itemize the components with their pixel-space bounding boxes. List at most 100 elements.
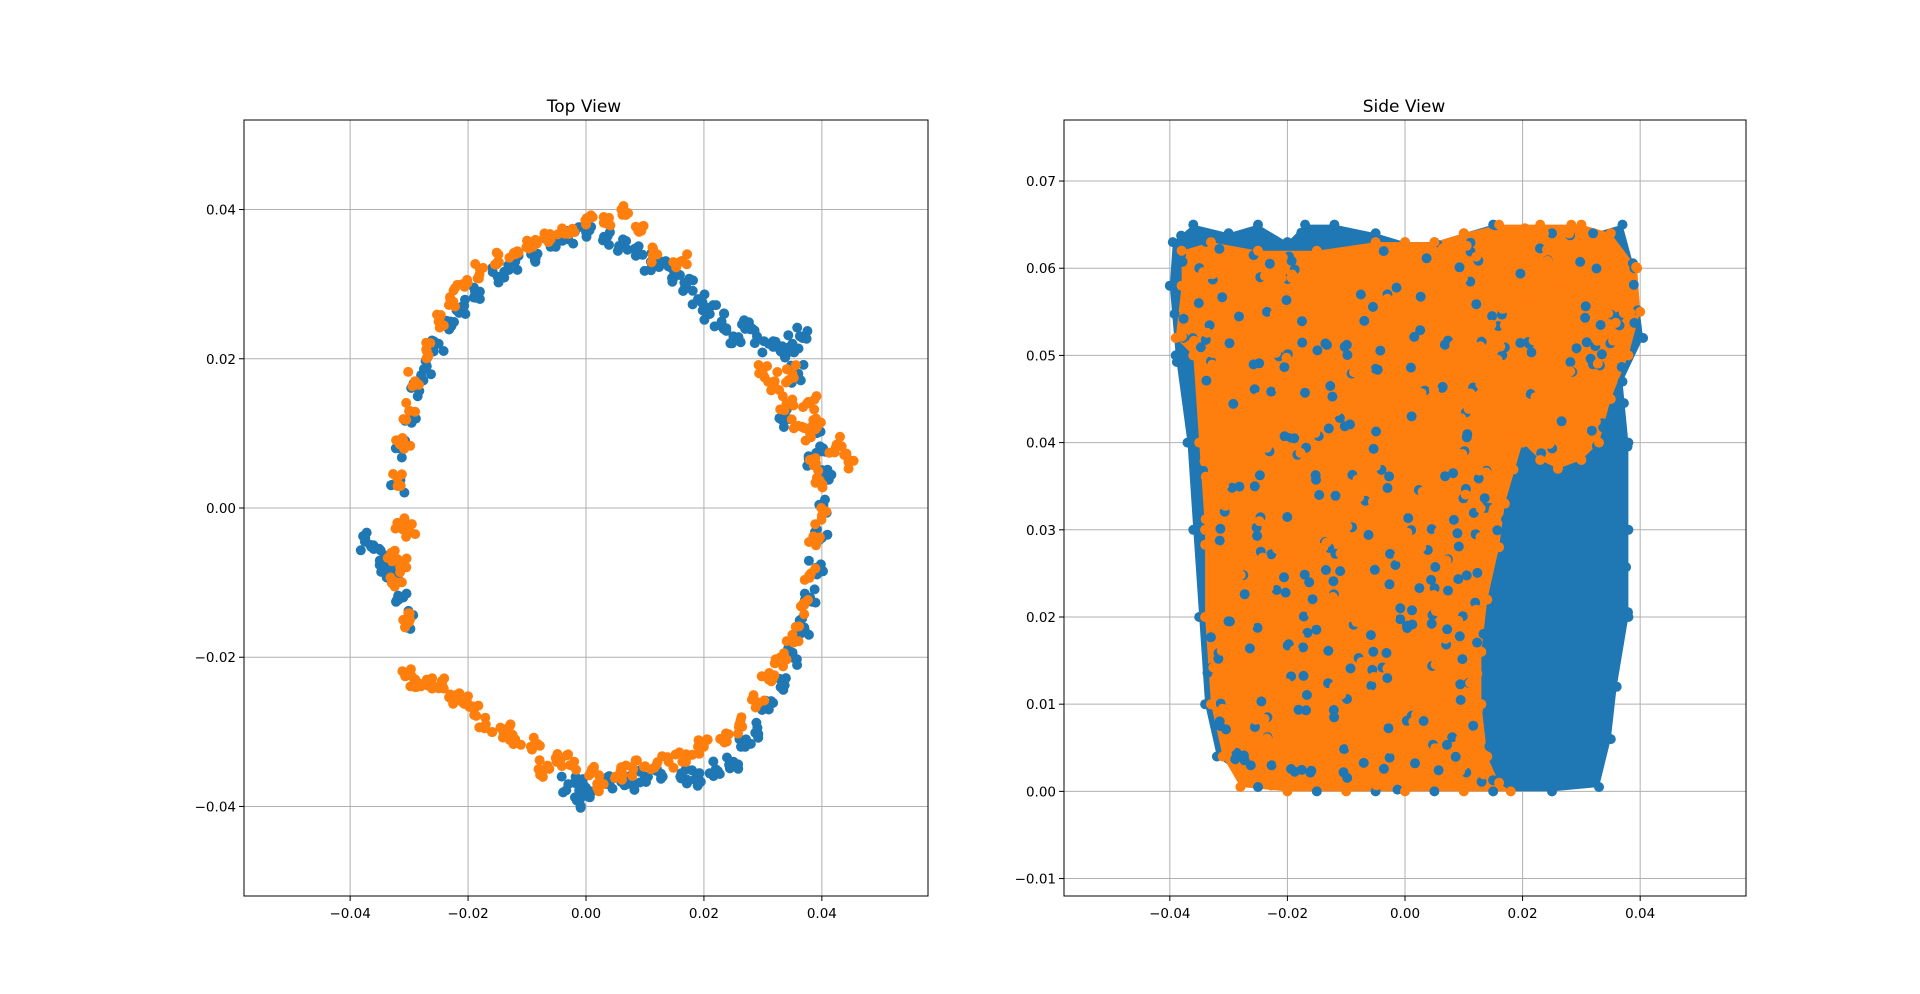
scatter-point	[1349, 367, 1359, 378]
scatter-point	[1194, 437, 1205, 448]
scatter-point	[1492, 354, 1503, 365]
scatter-point	[1261, 442, 1272, 453]
scatter-point	[1526, 347, 1537, 358]
scatter-point	[799, 422, 809, 433]
scatter-point	[687, 749, 698, 760]
scatter-point	[396, 577, 407, 588]
scatter-point	[1596, 349, 1607, 360]
scatter-point	[584, 770, 594, 781]
scatter-point	[1351, 586, 1362, 597]
scatter-point	[1221, 255, 1232, 266]
scatter-point	[508, 739, 519, 750]
scatter-point	[1215, 523, 1226, 534]
scatter-point	[656, 768, 666, 779]
scatter-point	[1430, 246, 1441, 257]
scatter-point	[366, 542, 377, 552]
scatter-point	[799, 574, 810, 585]
scatter-point	[1345, 612, 1356, 622]
scatter-point	[396, 469, 407, 480]
scatter-point	[1532, 300, 1543, 311]
scatter-point	[1492, 525, 1503, 536]
top-view-x-ticks: −0.04 −0.02 0.00 0.02 0.04	[329, 896, 837, 922]
scatter-point	[410, 406, 421, 417]
scatter-point	[1453, 615, 1464, 626]
scatter-point	[1449, 339, 1460, 350]
scatter-point	[1505, 426, 1515, 436]
x-tick-label: 0.00	[571, 906, 601, 922]
scatter-point	[1531, 326, 1542, 337]
scatter-point	[1535, 455, 1546, 465]
scatter-point	[1227, 482, 1237, 493]
scatter-point	[1210, 499, 1221, 510]
scatter-point	[1286, 764, 1297, 774]
scatter-point	[1475, 379, 1486, 390]
scatter-point	[799, 609, 810, 620]
scatter-point	[1292, 542, 1303, 553]
scatter-point	[1416, 388, 1427, 399]
scatter-point	[802, 326, 813, 336]
scatter-point	[1262, 733, 1273, 744]
scatter-point	[1404, 315, 1415, 326]
scatter-point	[1507, 545, 1518, 556]
scatter-point	[1176, 245, 1187, 256]
scatter-point	[697, 297, 708, 308]
scatter-point	[1201, 327, 1212, 338]
scatter-point	[1222, 669, 1233, 680]
scatter-point	[733, 763, 744, 774]
scatter-point	[1508, 464, 1519, 475]
scatter-point	[1571, 775, 1582, 786]
scatter-point	[421, 353, 432, 364]
scatter-point	[788, 637, 799, 648]
scatter-point	[783, 330, 794, 341]
scatter-point	[1531, 653, 1542, 664]
scatter-point	[1563, 289, 1573, 300]
scatter-point	[1170, 333, 1181, 343]
scatter-point	[1265, 468, 1276, 479]
scatter-point	[1320, 565, 1331, 575]
scatter-point	[746, 322, 756, 333]
top-view-points	[355, 201, 859, 813]
scatter-point	[1282, 237, 1293, 248]
scatter-point	[711, 300, 722, 311]
scatter-point	[1458, 228, 1469, 239]
scatter-point	[1586, 369, 1597, 380]
scatter-point	[1478, 628, 1489, 639]
scatter-point	[400, 622, 410, 633]
scatter-point	[808, 454, 819, 464]
scatter-point	[1364, 401, 1374, 412]
scatter-point	[1406, 411, 1417, 422]
series-2	[382, 201, 859, 797]
scatter-point	[1211, 419, 1222, 430]
side-view-x-ticks: −0.04 −0.02 0.00 0.02 0.04	[1149, 896, 1655, 922]
scatter-point	[810, 563, 821, 574]
scatter-point	[1542, 567, 1553, 578]
scatter-point	[1556, 416, 1567, 427]
scatter-point	[809, 584, 820, 595]
scatter-point	[1540, 392, 1551, 403]
scatter-point	[1430, 659, 1441, 670]
x-tick-label: −0.02	[447, 906, 488, 922]
scatter-point	[774, 413, 785, 424]
scatter-point	[712, 766, 723, 776]
scatter-point	[1437, 381, 1448, 392]
scatter-point	[1228, 256, 1239, 267]
scatter-point	[1239, 589, 1250, 600]
scatter-point	[1598, 233, 1609, 244]
scatter-point	[1468, 695, 1479, 706]
scatter-point	[779, 405, 790, 416]
scatter-point	[1329, 656, 1340, 666]
scatter-point	[1580, 312, 1591, 323]
scatter-point	[504, 252, 515, 263]
y-tick-label: 0.02	[206, 352, 236, 368]
scatter-point	[1217, 751, 1228, 762]
scatter-point	[504, 721, 515, 731]
scatter-point	[1216, 645, 1227, 656]
scatter-point	[772, 367, 783, 377]
scatter-point	[1293, 704, 1304, 715]
scatter-point	[687, 285, 698, 296]
scatter-point	[1313, 446, 1324, 457]
scatter-point	[403, 669, 414, 680]
scatter-point	[1457, 449, 1468, 459]
scatter-point	[1262, 603, 1273, 613]
scatter-point	[1329, 712, 1340, 723]
